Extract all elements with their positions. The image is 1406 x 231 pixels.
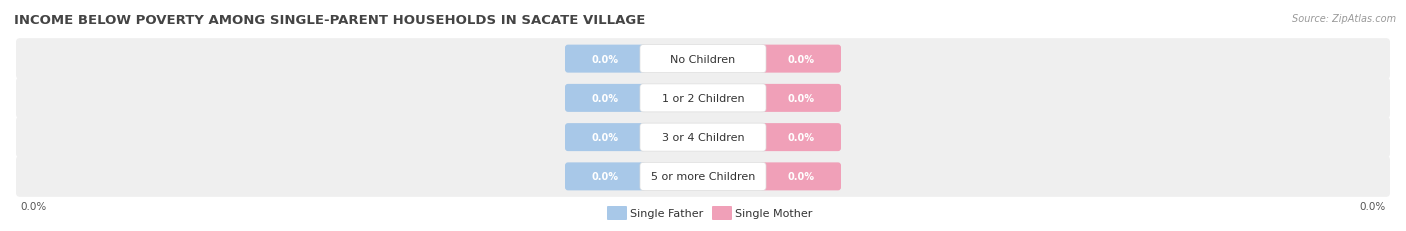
Text: INCOME BELOW POVERTY AMONG SINGLE-PARENT HOUSEHOLDS IN SACATE VILLAGE: INCOME BELOW POVERTY AMONG SINGLE-PARENT… bbox=[14, 14, 645, 27]
Text: 0.0%: 0.0% bbox=[592, 172, 619, 182]
Text: Source: ZipAtlas.com: Source: ZipAtlas.com bbox=[1292, 14, 1396, 24]
FancyBboxPatch shape bbox=[761, 85, 841, 112]
FancyBboxPatch shape bbox=[640, 124, 766, 152]
Text: 0.0%: 0.0% bbox=[787, 54, 814, 64]
FancyBboxPatch shape bbox=[761, 124, 841, 152]
FancyBboxPatch shape bbox=[711, 206, 733, 220]
Text: Single Father: Single Father bbox=[630, 208, 703, 218]
Text: 0.0%: 0.0% bbox=[592, 133, 619, 143]
Text: 3 or 4 Children: 3 or 4 Children bbox=[662, 133, 744, 143]
Text: 0.0%: 0.0% bbox=[787, 133, 814, 143]
FancyBboxPatch shape bbox=[640, 85, 766, 112]
FancyBboxPatch shape bbox=[565, 46, 645, 73]
FancyBboxPatch shape bbox=[565, 85, 645, 112]
FancyBboxPatch shape bbox=[15, 39, 1391, 80]
Text: 0.0%: 0.0% bbox=[20, 201, 46, 211]
FancyBboxPatch shape bbox=[640, 163, 766, 191]
FancyBboxPatch shape bbox=[565, 163, 645, 191]
Text: Single Mother: Single Mother bbox=[735, 208, 813, 218]
FancyBboxPatch shape bbox=[565, 124, 645, 152]
FancyBboxPatch shape bbox=[640, 46, 766, 73]
Text: 5 or more Children: 5 or more Children bbox=[651, 172, 755, 182]
FancyBboxPatch shape bbox=[761, 46, 841, 73]
FancyBboxPatch shape bbox=[607, 206, 627, 220]
FancyBboxPatch shape bbox=[15, 156, 1391, 197]
FancyBboxPatch shape bbox=[15, 78, 1391, 119]
Text: No Children: No Children bbox=[671, 54, 735, 64]
FancyBboxPatch shape bbox=[15, 117, 1391, 158]
Text: 1 or 2 Children: 1 or 2 Children bbox=[662, 94, 744, 103]
FancyBboxPatch shape bbox=[761, 163, 841, 191]
Text: 0.0%: 0.0% bbox=[592, 54, 619, 64]
Text: 0.0%: 0.0% bbox=[787, 172, 814, 182]
Text: 0.0%: 0.0% bbox=[592, 94, 619, 103]
Text: 0.0%: 0.0% bbox=[1360, 201, 1386, 211]
Text: 0.0%: 0.0% bbox=[787, 94, 814, 103]
